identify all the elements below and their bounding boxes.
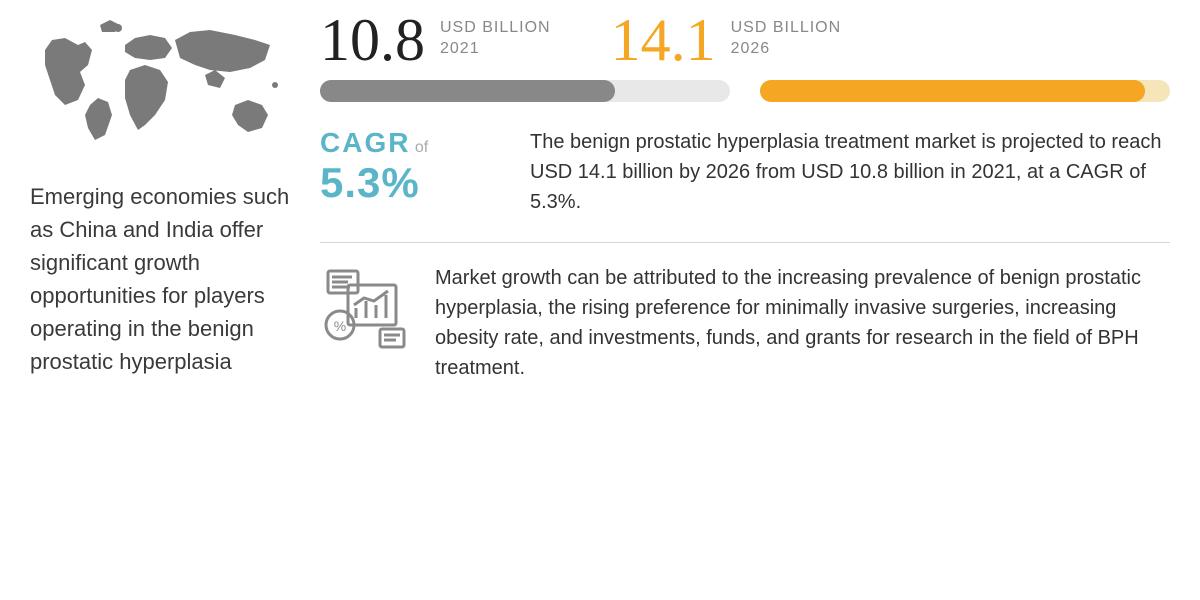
metric-2026-unit: USD BILLION [731, 18, 842, 39]
right-column: 10.8 USD BILLION 2021 14.1 USD BILLION 2… [320, 10, 1170, 383]
metric-2021: 10.8 USD BILLION 2021 [320, 10, 551, 70]
metric-2026-year: 2026 [731, 39, 842, 60]
metrics-row: 10.8 USD BILLION 2021 14.1 USD BILLION 2… [320, 10, 1170, 70]
cagr-label: CAGR [320, 127, 410, 158]
cagr-label-line: CAGR of [320, 127, 500, 159]
bar-2021 [320, 80, 730, 102]
svg-text:%: % [334, 318, 346, 334]
metric-2026: 14.1 USD BILLION 2026 [611, 10, 842, 70]
metric-2026-label: USD BILLION 2026 [731, 10, 842, 60]
growth-drivers-text: Market growth can be attributed to the i… [435, 263, 1170, 383]
cagr-value: 5.3% [320, 159, 500, 207]
market-summary: The benign prostatic hyperplasia treatme… [530, 127, 1170, 217]
progress-bars [320, 80, 1170, 102]
cagr-row: CAGR of 5.3% The benign prostatic hyperp… [320, 127, 1170, 217]
bar-2026 [760, 80, 1170, 102]
cagr-block: CAGR of 5.3% [320, 127, 500, 207]
emerging-economies-text: Emerging economies such as China and Ind… [30, 180, 290, 378]
metric-2026-value: 14.1 [611, 10, 716, 70]
left-column: Emerging economies such as China and Ind… [30, 10, 290, 383]
bar-2021-fill [320, 80, 615, 102]
cagr-of: of [415, 139, 428, 156]
metric-2021-value: 10.8 [320, 10, 425, 70]
analytics-icon: % [320, 263, 410, 353]
metric-2021-year: 2021 [440, 39, 551, 60]
metric-2021-label: USD BILLION 2021 [440, 10, 551, 60]
metric-2021-unit: USD BILLION [440, 18, 551, 39]
bar-2026-fill [760, 80, 1145, 102]
infographic-container: Emerging economies such as China and Ind… [30, 10, 1170, 383]
section-divider [320, 242, 1170, 243]
world-map-icon [30, 10, 290, 160]
growth-row: % Market growth can be attributed to the… [320, 263, 1170, 383]
